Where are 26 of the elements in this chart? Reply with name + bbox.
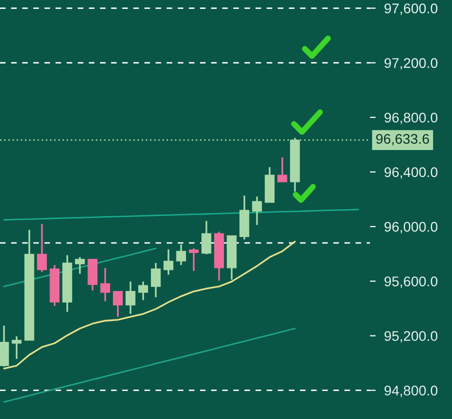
candlestick bbox=[37, 223, 47, 273]
candlestick bbox=[126, 280, 136, 315]
candlestick bbox=[277, 156, 288, 183]
candlestick bbox=[164, 248, 174, 276]
candlestick bbox=[0, 324, 9, 368]
y-tick-label: 96,000.0 bbox=[384, 222, 438, 234]
candlestick bbox=[252, 196, 262, 226]
line-series bbox=[3, 328, 296, 403]
candlestick bbox=[188, 248, 199, 272]
candlestick bbox=[12, 335, 22, 360]
y-tick-label: 94,800.0 bbox=[384, 386, 438, 398]
candlestick bbox=[112, 290, 123, 318]
candlestick bbox=[138, 280, 148, 301]
y-tick-label: 96,400.0 bbox=[384, 167, 438, 179]
y-tick-label: 97,600.0 bbox=[384, 4, 438, 15]
y-tick-label: 97,200.0 bbox=[384, 58, 438, 70]
y-tick-label: 96,800.0 bbox=[384, 112, 438, 124]
ref-line-label: 96,633.6 bbox=[376, 134, 430, 146]
candlestick bbox=[201, 220, 212, 256]
line-series bbox=[3, 240, 296, 370]
candlestick bbox=[74, 256, 85, 275]
candlestick bbox=[150, 262, 161, 298]
candlestick bbox=[100, 267, 110, 302]
y-tick-label: 95,200.0 bbox=[384, 331, 438, 343]
y-tick-label: 95,600.0 bbox=[384, 276, 438, 288]
candlestick bbox=[176, 244, 186, 266]
